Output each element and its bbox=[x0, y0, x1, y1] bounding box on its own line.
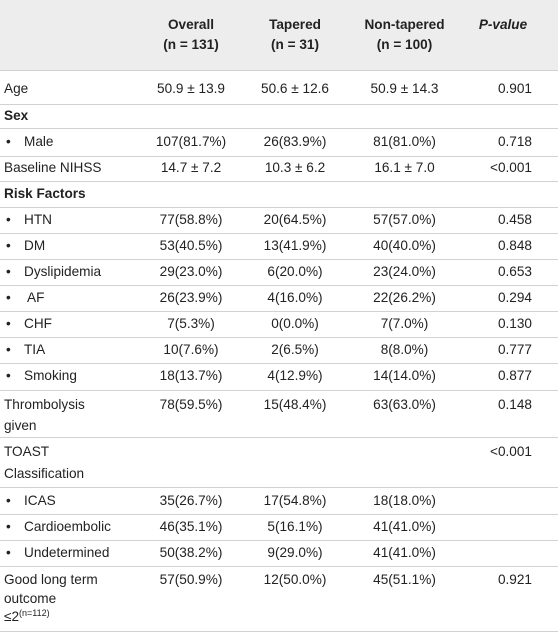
header-band bbox=[0, 0, 558, 70]
divider bbox=[0, 181, 558, 182]
header-tapered: Tapered (n = 31) bbox=[269, 17, 321, 52]
divider bbox=[0, 437, 558, 438]
divider bbox=[0, 390, 558, 391]
divider bbox=[0, 207, 558, 208]
divider bbox=[0, 337, 558, 338]
header-pvalue: P-value bbox=[478, 17, 528, 32]
divider bbox=[0, 70, 558, 71]
header-overall: Overall (n = 131) bbox=[163, 17, 219, 52]
divider bbox=[0, 311, 558, 312]
divider bbox=[0, 104, 558, 105]
divider bbox=[0, 514, 558, 515]
divider bbox=[0, 566, 558, 567]
divider bbox=[0, 128, 558, 129]
divider bbox=[0, 259, 558, 260]
divider bbox=[0, 540, 558, 541]
divider bbox=[0, 156, 558, 157]
divider bbox=[0, 487, 558, 488]
header-nontapered: Non-tapered (n = 100) bbox=[364, 17, 445, 52]
divider bbox=[0, 631, 558, 632]
divider bbox=[0, 285, 558, 286]
divider bbox=[0, 363, 558, 364]
divider bbox=[0, 233, 558, 234]
